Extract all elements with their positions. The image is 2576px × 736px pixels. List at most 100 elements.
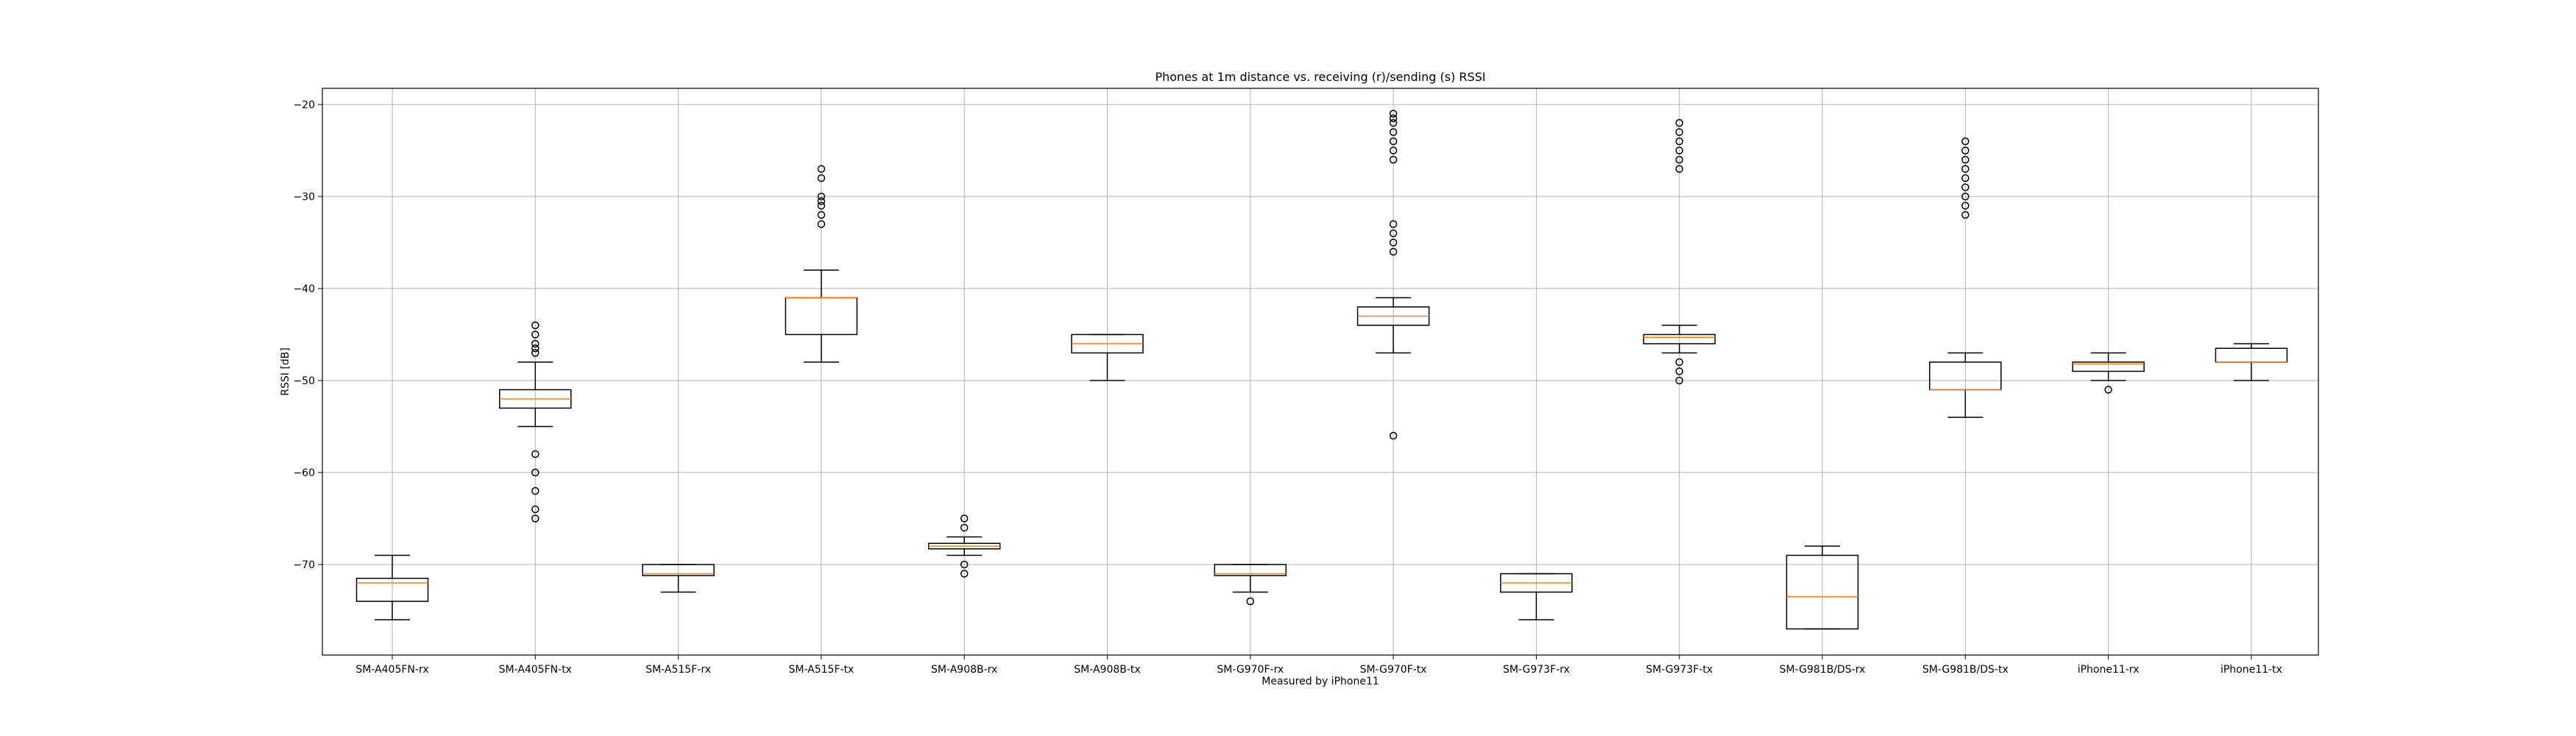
box-group [642, 564, 715, 593]
outlier-point [1675, 128, 1683, 136]
iqr-box [1786, 554, 1859, 630]
y-axis-label: RSSI [dB] [280, 347, 291, 396]
outlier-point [1961, 137, 1970, 146]
y-tick-label: −70 [293, 559, 315, 571]
outlier-point [817, 165, 826, 173]
iqr-box [355, 578, 429, 602]
box-group [2215, 343, 2288, 381]
box-group [2072, 352, 2145, 394]
iqr-box [642, 564, 715, 576]
outlier-point [960, 570, 969, 578]
outlier-point [1961, 192, 1970, 201]
x-tick-label: SM-A515F-tx [788, 664, 854, 676]
box-group [355, 554, 429, 620]
outlier-point [1389, 118, 1398, 127]
x-tick-label: SM-G970F-tx [1360, 664, 1427, 676]
outlier-point [1961, 210, 1970, 219]
outlier-point [1675, 155, 1683, 164]
outlier-point [1675, 376, 1683, 385]
outlier-point [531, 339, 539, 348]
outlier-point [960, 523, 969, 532]
x-tick-label: SM-G970F-rx [1217, 664, 1284, 676]
outlier-point [1389, 114, 1398, 122]
box-group [927, 514, 1001, 578]
outlier-point [531, 321, 539, 330]
box-group [1500, 573, 1573, 620]
x-tick-label: SM-A908B-rx [931, 664, 997, 676]
outlier-point [531, 514, 539, 523]
outlier-point [817, 197, 826, 205]
outlier-point [1675, 165, 1683, 173]
outlier-point [817, 174, 826, 183]
outlier-point [1675, 146, 1683, 155]
box-group [1356, 110, 1430, 440]
iqr-box [1643, 333, 1716, 344]
x-tick-label: SM-A405FN-tx [499, 664, 572, 676]
x-tick-label: SM-A515F-rx [645, 664, 711, 676]
y-tick-label: −30 [293, 191, 315, 203]
outlier-point [817, 220, 826, 228]
outlier-point [531, 468, 539, 477]
y-tick-label: −60 [293, 467, 315, 479]
outlier-point [531, 505, 539, 514]
outlier-point [817, 202, 826, 210]
outlier-point [1961, 146, 1970, 155]
ticks-layer: −20 −30 −40 −50 −60 −70 SM-A405FN-rx SM-A405FN-… [293, 99, 2282, 676]
x-tick-label: SM-G981B/DS-rx [1780, 664, 1866, 676]
outlier-point [531, 330, 539, 339]
outlier-point [531, 486, 539, 495]
outlier-point [1961, 165, 1970, 173]
outlier-point [817, 192, 826, 201]
x-tick-label: SM-G981B/DS-tx [1922, 664, 2009, 676]
outlier-point [1389, 137, 1398, 146]
outlier-point [1961, 202, 1970, 210]
outlier-point [1389, 110, 1398, 118]
outlier-point [2104, 386, 2112, 394]
box-group [785, 165, 858, 363]
x-tick-label: iPhone11-tx [2221, 664, 2282, 676]
outlier-point [1389, 431, 1398, 440]
x-tick-label: iPhone11-rx [2078, 664, 2140, 676]
outlier-point [1389, 247, 1398, 256]
outlier-point [1389, 238, 1398, 247]
boxes-layer [355, 110, 2288, 630]
y-tick-label: −40 [293, 283, 315, 295]
box-group [499, 321, 572, 523]
outlier-point [531, 349, 539, 357]
outlier-point [1675, 367, 1683, 375]
outlier-point [531, 450, 539, 459]
outlier-point [1961, 155, 1970, 164]
box-group [1786, 545, 1859, 630]
iqr-box [1214, 564, 1287, 576]
y-tick-label: −50 [293, 375, 315, 387]
outlier-point [1389, 229, 1398, 238]
outlier-point [1961, 174, 1970, 183]
outlier-point [531, 344, 539, 353]
x-axis-label: Measured by iPhone11 [1262, 676, 1379, 687]
y-tick-label: −20 [293, 99, 315, 111]
box-group [1643, 118, 1716, 385]
outlier-point [1961, 183, 1970, 191]
outlier-point [1389, 146, 1398, 155]
outlier-point [1675, 358, 1683, 367]
plot-area-frame [322, 88, 2319, 656]
outlier-point [1675, 118, 1683, 127]
outlier-point [960, 560, 969, 569]
outlier-point [1389, 220, 1398, 228]
x-tick-label: SM-A908B-tx [1074, 664, 1140, 676]
outlier-point [1675, 137, 1683, 146]
outlier-point [817, 210, 826, 219]
iqr-box [2072, 361, 2145, 372]
outlier-point [1389, 155, 1398, 164]
x-tick-label: SM-G973F-tx [1646, 664, 1713, 676]
outlier-point [960, 514, 969, 523]
box-group [1929, 137, 2002, 418]
outlier-point [1389, 128, 1398, 136]
outlier-point [1246, 597, 1255, 606]
box-group [1071, 333, 1144, 381]
x-tick-label: SM-A405FN-rx [355, 664, 428, 676]
box-group [1214, 564, 1287, 606]
x-tick-label: SM-G973F-rx [1503, 664, 1570, 676]
